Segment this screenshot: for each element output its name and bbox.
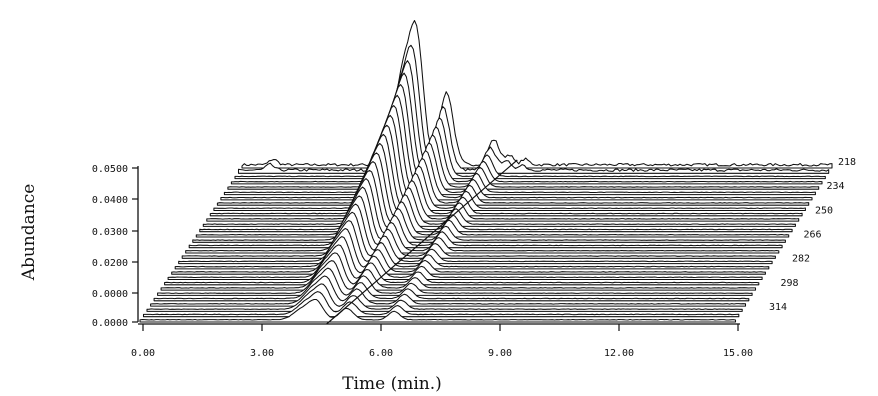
spectrum-trace	[213, 124, 806, 212]
spectrum-trace	[195, 169, 790, 238]
spectrum-trace	[153, 267, 750, 302]
spectrum-trace	[192, 178, 786, 243]
wavelength-label: 298	[781, 278, 799, 289]
x-axis-title: Time (min.)	[342, 374, 442, 394]
spectrum-trace	[178, 211, 773, 265]
spectrum-trace	[234, 60, 826, 180]
spectrum-trace	[206, 142, 800, 222]
wavelength-label-group: 218 234 250 266 282 298 314	[769, 157, 856, 313]
spectrum-trace	[181, 203, 776, 259]
trace-group	[139, 19, 833, 323]
spectrum-trace	[146, 283, 743, 312]
x-tick-label: 6.00	[369, 348, 393, 359]
y-tick-label: 0.0200	[92, 258, 128, 269]
peak-ridge-line	[326, 159, 518, 325]
y-tick-label: 0.0300	[92, 227, 128, 238]
spectrum-trace	[223, 94, 816, 196]
y-tick-label: 0.0500	[92, 164, 128, 175]
spectrum-trace	[150, 275, 747, 307]
spectrum-trace	[188, 186, 783, 249]
x-tick-group: 0.00 3.00 6.00 9.00 12.00 15.00	[131, 324, 753, 359]
wavelength-label: 218	[838, 157, 856, 168]
spectrum-trace	[157, 260, 753, 296]
spectrum-trace	[139, 298, 737, 323]
spectrum-trace	[164, 244, 760, 286]
spectrum-trace	[216, 114, 810, 206]
x-tick-label: 9.00	[488, 348, 512, 359]
x-tick-label: 3.00	[250, 348, 274, 359]
spectrum-trace	[230, 72, 823, 185]
wavelength-label: 234	[827, 181, 845, 192]
spectrum-trace	[199, 161, 793, 233]
spectrum-trace	[209, 133, 803, 217]
spectrum-trace	[174, 220, 770, 270]
wavelength-label: 314	[769, 302, 787, 313]
x-tick-label: 0.00	[131, 348, 155, 359]
spectrum-trace	[171, 227, 766, 275]
y-tick-group: 0.0000 0.0000 0.0200 0.0300 0.0400 0.0500	[92, 164, 138, 329]
wavelength-label: 266	[804, 230, 822, 241]
y-tick-label: 0.0000	[92, 289, 128, 300]
y-tick-label: 0.0000	[92, 318, 128, 329]
spectrum-trace	[220, 105, 813, 201]
y-axis-title: Abundance	[19, 184, 39, 282]
wavelength-label: 282	[792, 254, 810, 265]
spectrum-trace	[160, 252, 757, 291]
spectrum-trace	[237, 44, 830, 174]
spectrum-trace	[167, 236, 763, 281]
axes-group	[137, 166, 740, 325]
y-tick-label: 0.0400	[92, 195, 128, 206]
x-tick-label: 15.00	[723, 348, 753, 359]
wavelength-label: 250	[815, 205, 833, 216]
spectrum-trace	[227, 84, 820, 190]
ridge-group	[326, 159, 518, 325]
spectrum-trace	[241, 19, 833, 169]
spectrum-trace	[185, 195, 780, 254]
x-tick-label: 12.00	[604, 348, 634, 359]
spectrum-trace	[202, 152, 796, 227]
spectrum-trace	[142, 291, 740, 318]
